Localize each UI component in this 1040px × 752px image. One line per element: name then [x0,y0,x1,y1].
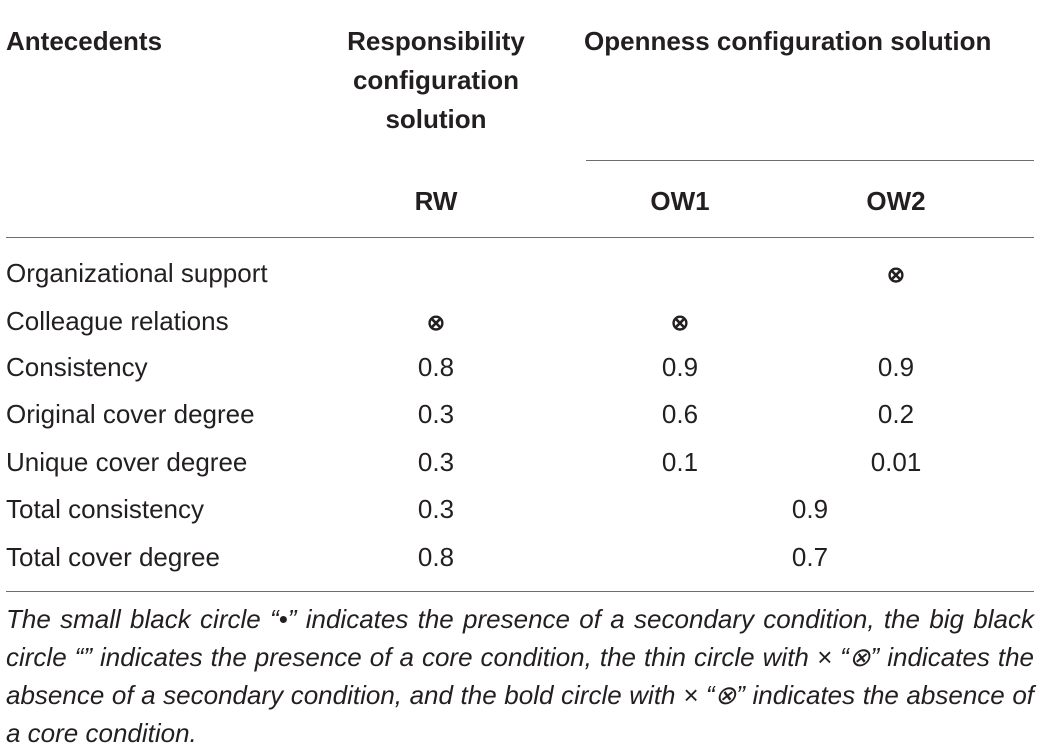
subheader-ow1: OW1 [650,186,710,216]
row-label: Original cover degree [6,399,255,429]
header-responsibility: Responsibility configuration solution [347,26,525,134]
ow2-value: 0.01 [870,447,922,477]
openness-value: 0.7 [791,542,829,572]
absence-core-icon: ⊗ [426,310,446,335]
row-label: Organizational support [6,258,268,288]
table-footnote: The small black circle “•” indicates the… [6,604,1034,748]
row-label: Colleague relations [6,306,229,336]
row-label: Total consistency [6,494,204,524]
header-antecedents: Antecedents [6,26,163,56]
rw-value: 0.8 [417,352,455,382]
ow1-value: 0.9 [661,352,699,382]
subheader-ow2: OW2 [866,186,926,216]
row-label: Consistency [6,352,148,382]
ow1-value: 0.6 [661,399,699,429]
rw-value: 0.8 [417,542,455,572]
ow2-value: 0.2 [877,399,915,429]
table-bottom-rule [6,591,1034,592]
absence-core-icon: ⊗ [670,310,690,335]
rw-value: 0.3 [417,494,455,524]
absence-core-icon: ⊗ [886,262,906,287]
row-label: Unique cover degree [6,447,248,477]
openness-spanner-rule [586,160,1034,161]
subheader-rw: RW [414,186,458,216]
header-bottom-rule [6,237,1034,238]
openness-value: 0.9 [791,494,829,524]
header-openness: Openness configuration solution [584,26,992,56]
row-label: Total cover degree [6,542,220,572]
rw-value: 0.3 [417,399,455,429]
rw-value: 0.3 [417,447,455,477]
ow2-value: 0.9 [877,352,915,382]
ow1-value: 0.1 [661,447,699,477]
